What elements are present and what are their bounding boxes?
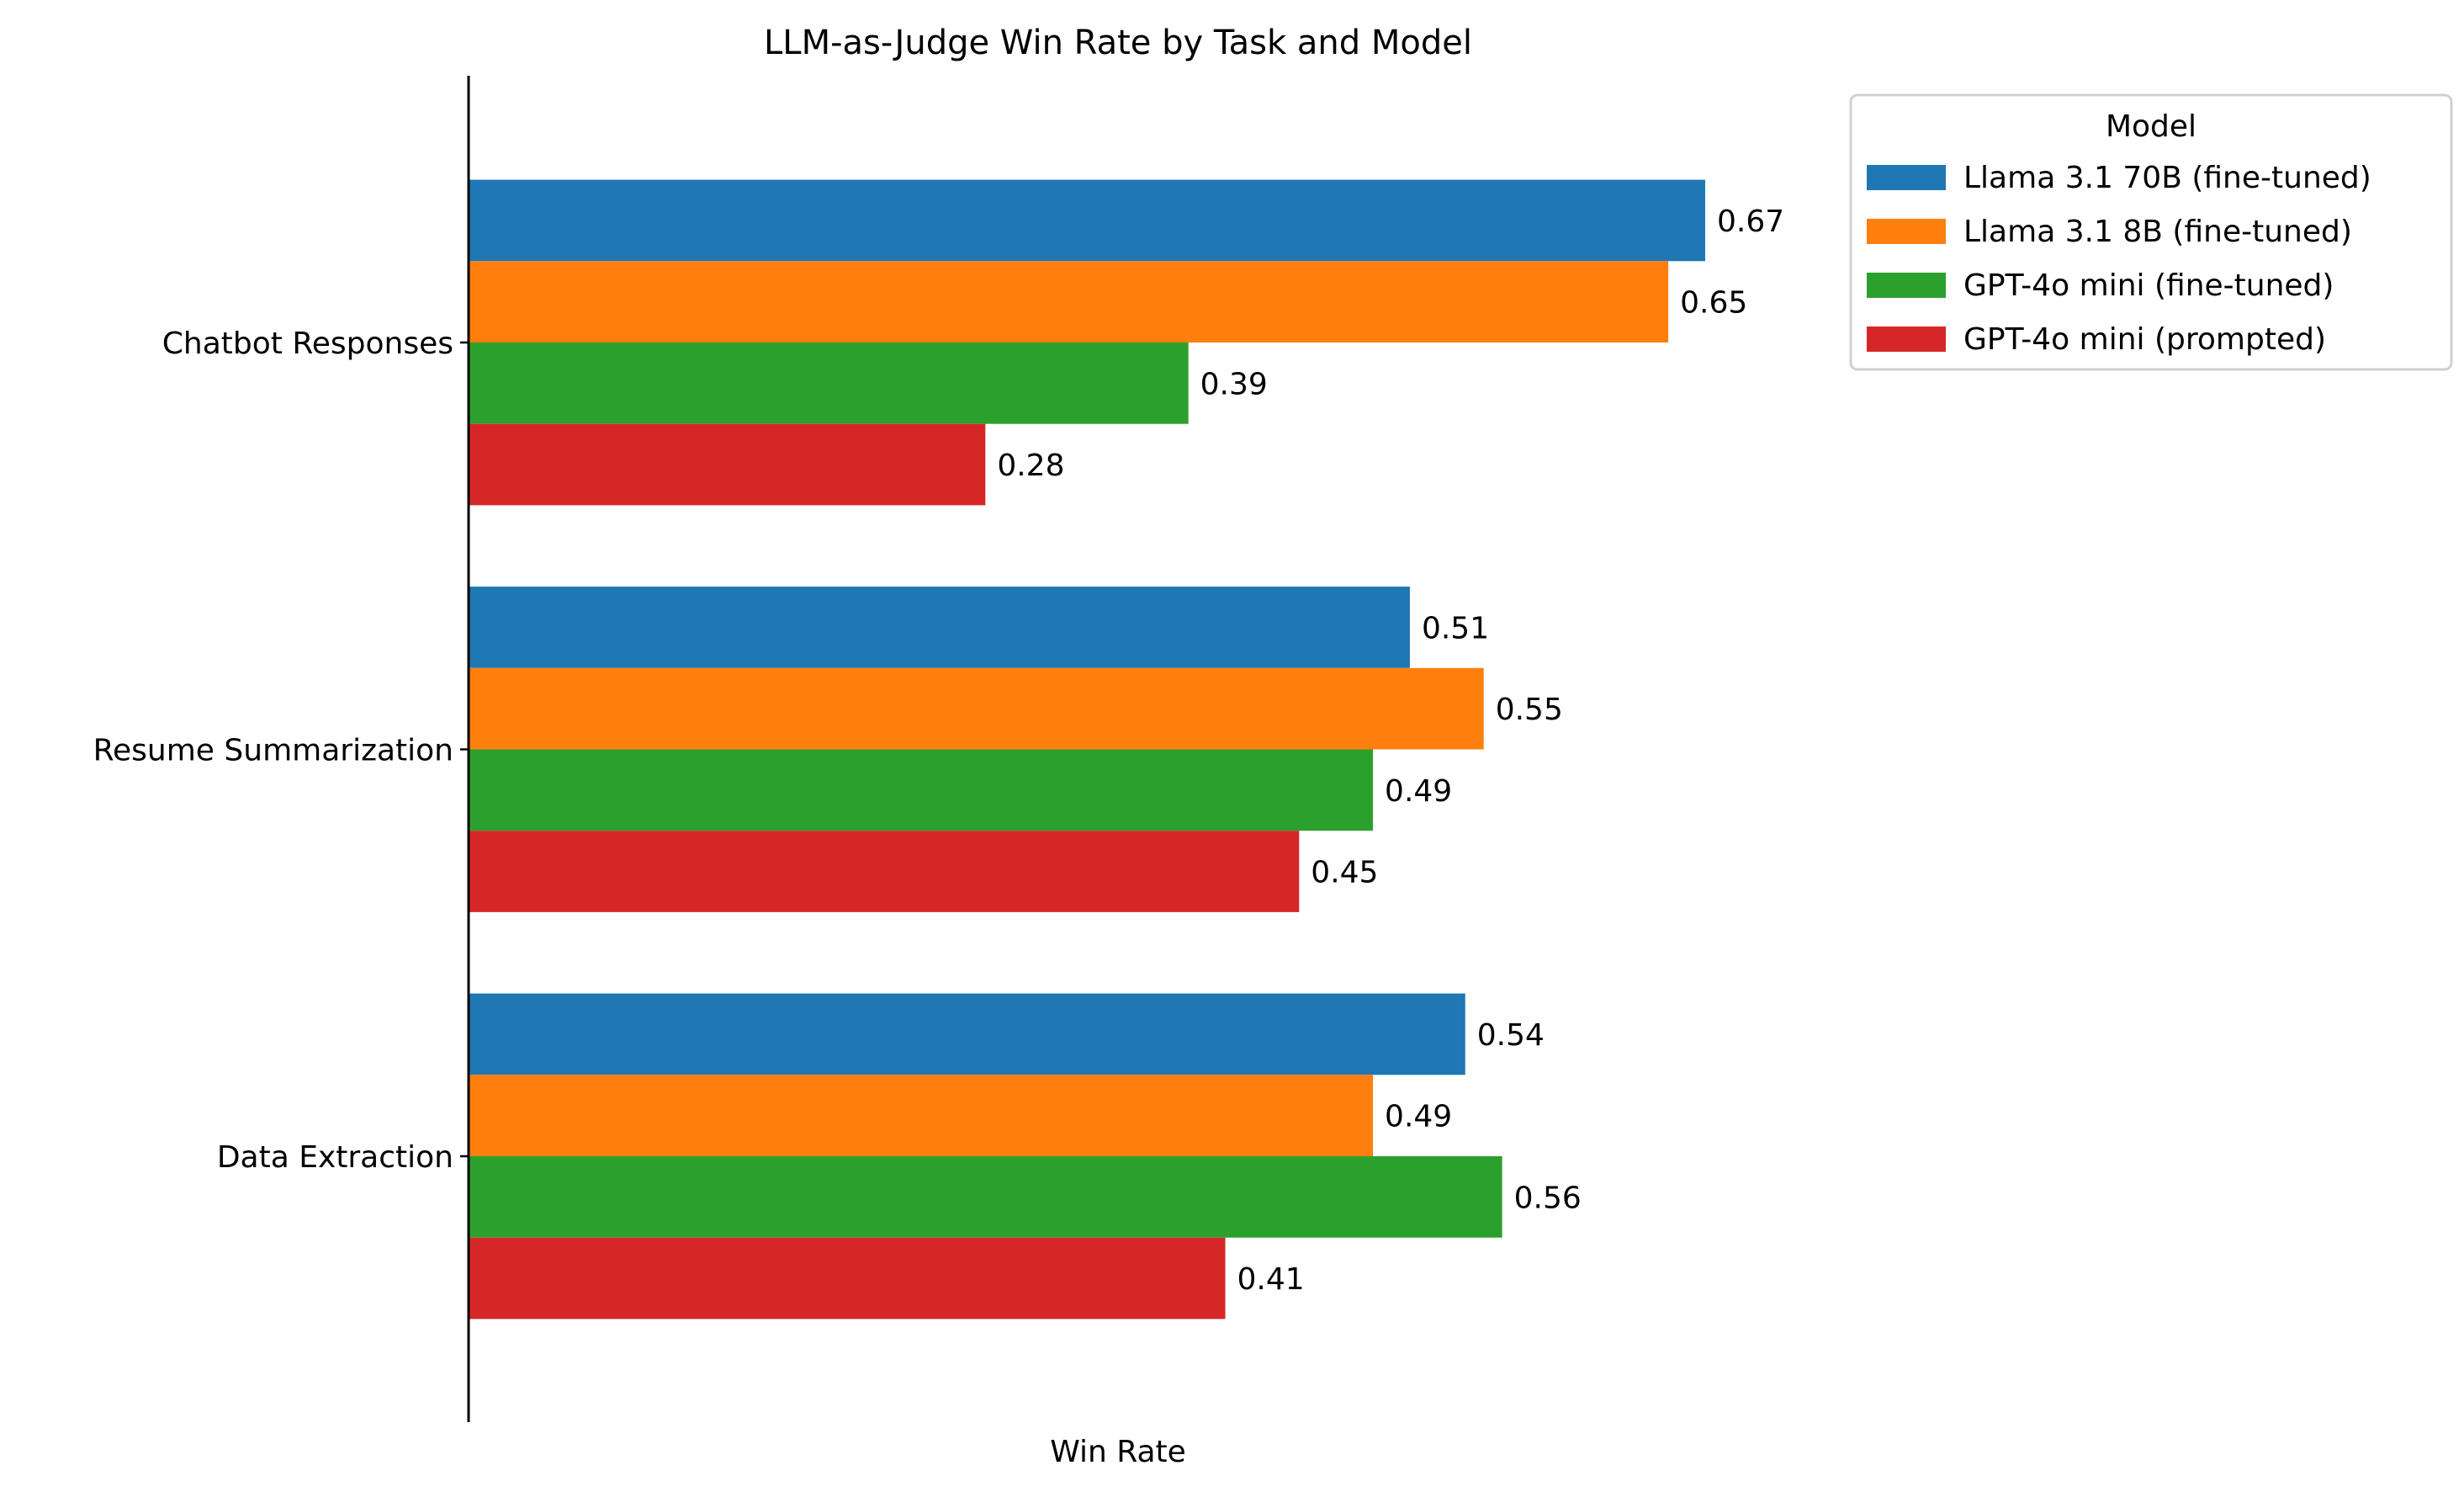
legend-swatch [1867, 273, 1946, 298]
y-tick-label: Resume Summarization [93, 734, 453, 768]
y-tick-labels: Chatbot Responses Resume Summarization Dat… [93, 327, 469, 1175]
bar-value-label: 0.28 [997, 449, 1064, 483]
bar [469, 1237, 1226, 1319]
legend-entry: GPT-4o mini (fine-tuned) [1963, 268, 2334, 303]
y-tick-label: Chatbot Responses [162, 327, 453, 361]
legend-swatch [1867, 165, 1946, 190]
bar-value-label: 0.55 [1496, 693, 1563, 727]
legend-title: Model [2106, 109, 2196, 144]
bar [469, 1075, 1374, 1156]
bar-value-label: 0.67 [1717, 204, 1784, 239]
bar [469, 342, 1189, 424]
legend-entry: Llama 3.1 8B (fine-tuned) [1963, 215, 2352, 249]
bar [469, 749, 1374, 831]
bars-group: 0.67 0.65 0.39 0.28 0.51 0.55 0.49 0.45 0.54 0.49… [469, 179, 1784, 1319]
bar [469, 423, 986, 506]
bar [469, 831, 1300, 912]
chart-title: LLM-as-Judge Win Rate by Task and Model [764, 24, 1472, 62]
bar-value-label: 0.39 [1200, 367, 1268, 401]
legend-entry: GPT-4o mini (prompted) [1963, 322, 2326, 357]
bar-value-label: 0.45 [1311, 856, 1378, 890]
bar [469, 993, 1465, 1075]
legend: Model Llama 3.1 70B (fine-tuned) Llama 3.… [1849, 93, 2453, 371]
legend-swatch [1867, 327, 1946, 352]
bar [469, 179, 1705, 262]
legend-swatch [1867, 219, 1946, 244]
bar-value-label: 0.49 [1385, 1100, 1452, 1134]
legend-frame [1849, 93, 2453, 371]
bar-value-label: 0.49 [1385, 774, 1452, 809]
y-tick-label: Data Extraction [217, 1140, 453, 1175]
bar-value-label: 0.56 [1514, 1181, 1582, 1215]
legend-entry: Llama 3.1 70B (fine-tuned) [1963, 161, 2371, 195]
bar [469, 1156, 1502, 1238]
bar [469, 261, 1669, 342]
bar-value-label: 0.54 [1477, 1018, 1545, 1053]
bar [469, 667, 1484, 750]
bar [469, 587, 1410, 668]
bar-value-label: 0.65 [1680, 286, 1747, 321]
bar-value-label: 0.41 [1237, 1262, 1305, 1297]
x-axis-label: Win Rate [1050, 1435, 1186, 1469]
bar-value-label: 0.51 [1422, 611, 1489, 645]
